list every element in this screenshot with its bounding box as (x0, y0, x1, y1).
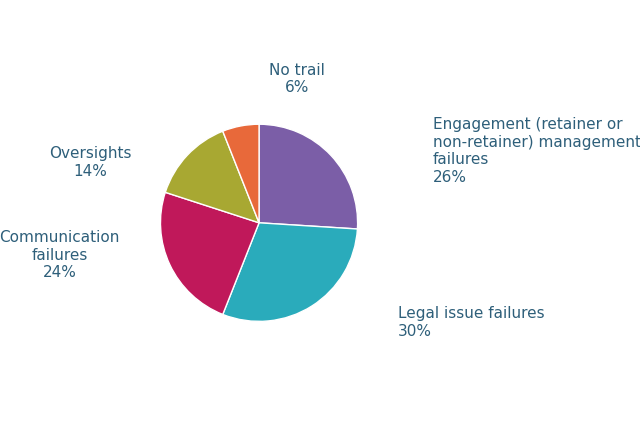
Text: No trail
6%: No trail 6% (269, 63, 325, 95)
Wedge shape (223, 223, 357, 321)
Wedge shape (259, 124, 358, 229)
Wedge shape (165, 131, 259, 223)
Text: Engagement (retainer or
non-retainer) management
failures
26%: Engagement (retainer or non-retainer) ma… (433, 117, 640, 184)
Text: Communication
failures
24%: Communication failures 24% (0, 230, 120, 280)
Wedge shape (161, 192, 259, 315)
Wedge shape (223, 124, 259, 223)
Text: Legal issue failures
30%: Legal issue failures 30% (398, 306, 545, 339)
Text: Oversights
14%: Oversights 14% (49, 146, 131, 179)
